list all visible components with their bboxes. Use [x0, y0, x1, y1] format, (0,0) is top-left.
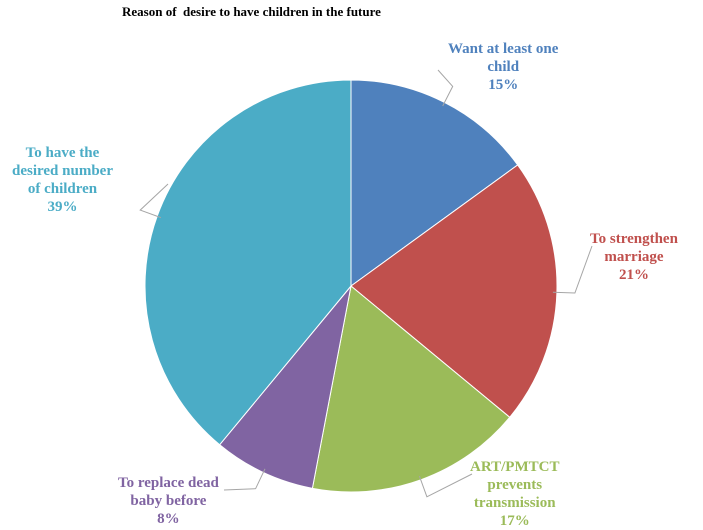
slice-value-label: 15%: [488, 77, 519, 93]
slice-label: To replace dead baby before 8%: [118, 474, 219, 528]
leader-line: [437, 69, 454, 107]
slice-label-line: transmission: [473, 495, 556, 511]
slice-value-label: 39%: [47, 199, 78, 215]
slice-label-line: baby before: [130, 493, 207, 509]
slice-value-label: 17%: [499, 513, 530, 529]
slice-label-line: desired number: [12, 163, 113, 179]
leader-line: [139, 183, 169, 219]
slice-label: ART/PMTCT prevents transmission 17%: [470, 458, 559, 530]
slice-label-line: marriage: [604, 249, 664, 265]
slice-label-line: child: [487, 59, 520, 75]
slice-value-label: 8%: [157, 511, 180, 527]
slice-label-line: of children: [27, 181, 98, 197]
slice-label-line: ART/PMTCT: [470, 459, 560, 475]
chart-title: Reason of desire to have children in the…: [122, 4, 381, 19]
leader-line: [418, 473, 473, 498]
slice-label-line: To have the: [25, 145, 100, 161]
slice-value-label: 21%: [618, 267, 649, 283]
slice-label: To have the desired number of children 39%: [12, 144, 113, 216]
slice-label-line: Want at least one: [448, 41, 559, 57]
leader-line: [223, 468, 266, 491]
slice-label-line: To strengthen: [590, 231, 678, 247]
leader-line: [552, 245, 593, 294]
slice-label-line: To replace dead: [118, 475, 219, 491]
slice-label: Want at least one child 15%: [448, 40, 558, 94]
slice-label-line: prevents: [487, 477, 543, 493]
slice-label: To strengthen marriage 21%: [590, 230, 678, 284]
